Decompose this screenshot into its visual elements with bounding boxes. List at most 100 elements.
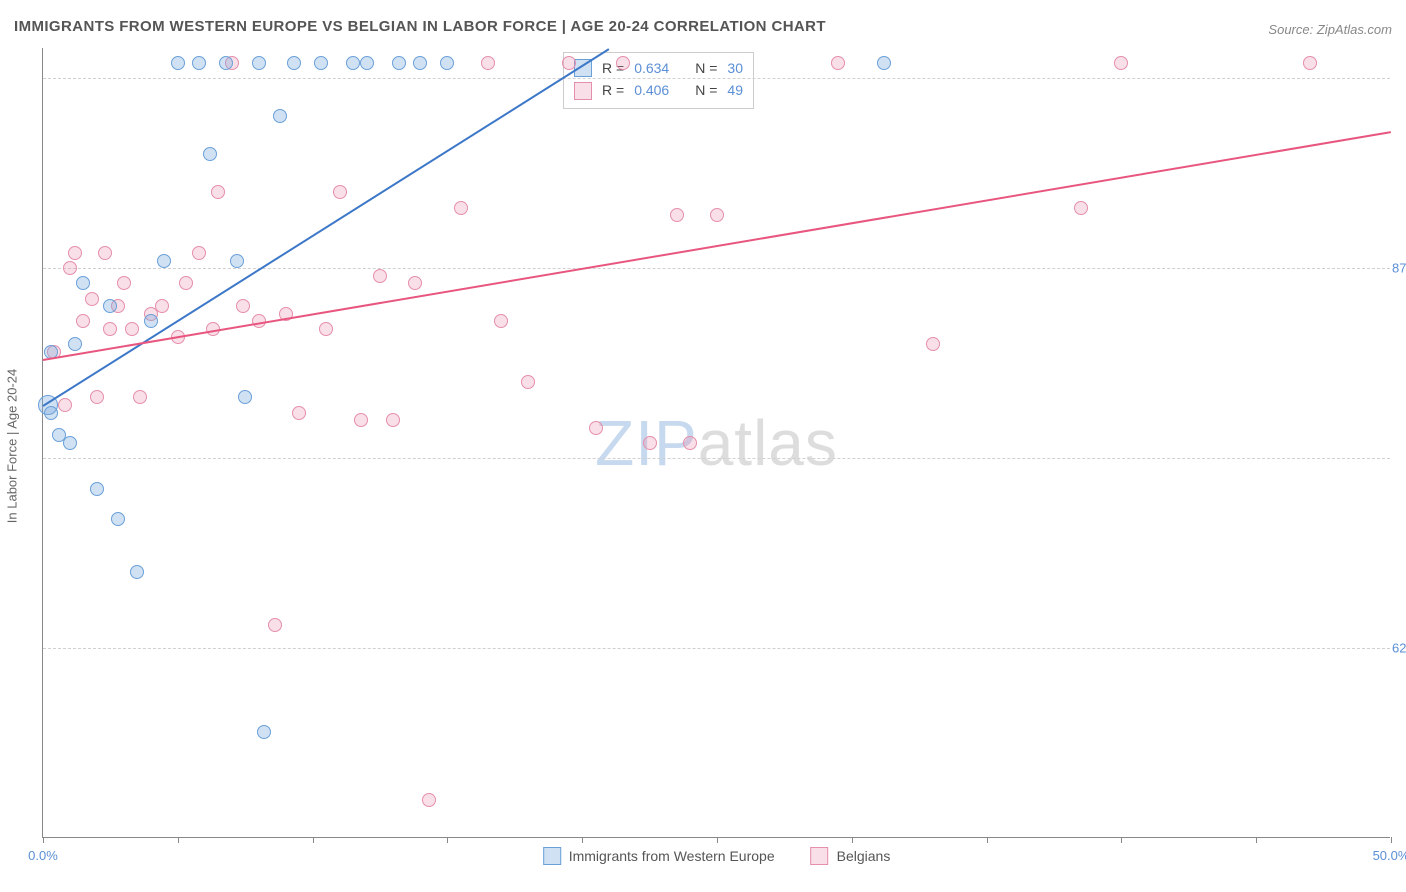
- series2-point: [373, 269, 387, 283]
- series2-point: [268, 618, 282, 632]
- x-tick: [1121, 837, 1122, 843]
- stats-row-series1: R = 0.634 N = 30: [574, 57, 743, 79]
- series2-point: [710, 208, 724, 222]
- watermark-atlas: atlas: [698, 407, 838, 479]
- series1-point: [440, 56, 454, 70]
- series1-point: [287, 56, 301, 70]
- legend: Immigrants from Western Europe Belgians: [543, 847, 891, 865]
- legend-item-series1: Immigrants from Western Europe: [543, 847, 775, 865]
- series2-point: [319, 322, 333, 336]
- series1-n-value: 30: [727, 57, 743, 79]
- x-tick: [447, 837, 448, 843]
- series1-point: [203, 147, 217, 161]
- series2-point: [521, 375, 535, 389]
- series1-point: [314, 56, 328, 70]
- series2-point: [616, 56, 630, 70]
- x-tick: [1391, 837, 1392, 843]
- series1-point: [103, 299, 117, 313]
- x-tick: [717, 837, 718, 843]
- series2-point: [133, 390, 147, 404]
- series2-point: [125, 322, 139, 336]
- series2-point: [1074, 201, 1088, 215]
- series1-point: [130, 565, 144, 579]
- series1-point: [157, 254, 171, 268]
- series1-point: [252, 56, 266, 70]
- series2-point: [1303, 56, 1317, 70]
- series2-point: [683, 436, 697, 450]
- series1-point: [360, 56, 374, 70]
- series2-point: [63, 261, 77, 275]
- series2-point: [454, 201, 468, 215]
- series2-n-value: 49: [727, 79, 743, 101]
- gridline: [43, 78, 1390, 79]
- series2-point: [562, 56, 576, 70]
- plot-area: ZIPatlas R = 0.634 N = 30 R = 0.406 N = …: [42, 48, 1390, 838]
- series1-point: [238, 390, 252, 404]
- y-tick-label: 87.5%: [1392, 261, 1406, 276]
- series2-point: [422, 793, 436, 807]
- series1-point: [877, 56, 891, 70]
- source-name: ZipAtlas.com: [1317, 22, 1392, 37]
- series1-r-value: 0.634: [634, 57, 669, 79]
- series1-point: [230, 254, 244, 268]
- series1-point: [68, 337, 82, 351]
- series1-point: [273, 109, 287, 123]
- x-tick: [987, 837, 988, 843]
- gridline: [43, 648, 1390, 649]
- series2-point: [117, 276, 131, 290]
- series1-point: [44, 406, 58, 420]
- legend-item-series2: Belgians: [811, 847, 891, 865]
- series1-trendline: [42, 48, 609, 407]
- series2-point: [192, 246, 206, 260]
- series2-point: [354, 413, 368, 427]
- series1-point: [392, 56, 406, 70]
- series1-legend-swatch-icon: [543, 847, 561, 865]
- series2-point: [76, 314, 90, 328]
- series2-point: [179, 276, 193, 290]
- stats-n-label: N =: [695, 57, 717, 79]
- x-tick-label: 50.0%: [1373, 848, 1406, 863]
- series2-point: [386, 413, 400, 427]
- series1-point: [219, 56, 233, 70]
- series2-point: [494, 314, 508, 328]
- series2-point: [68, 246, 82, 260]
- series2-point: [292, 406, 306, 420]
- series2-point: [85, 292, 99, 306]
- series2-legend-label: Belgians: [837, 848, 891, 864]
- stats-n-label: N =: [695, 79, 717, 101]
- chart-container: IMMIGRANTS FROM WESTERN EUROPE VS BELGIA…: [0, 0, 1406, 892]
- x-tick: [313, 837, 314, 843]
- series1-point: [111, 512, 125, 526]
- series1-point: [413, 56, 427, 70]
- series2-point: [481, 56, 495, 70]
- series1-point: [257, 725, 271, 739]
- series2-point: [1114, 56, 1128, 70]
- series2-point: [103, 322, 117, 336]
- series2-point: [408, 276, 422, 290]
- gridline: [43, 268, 1390, 269]
- series1-point: [346, 56, 360, 70]
- series1-point: [144, 314, 158, 328]
- series1-point: [90, 482, 104, 496]
- series2-r-value: 0.406: [634, 79, 669, 101]
- x-tick: [43, 837, 44, 843]
- series1-point: [192, 56, 206, 70]
- series1-point: [63, 436, 77, 450]
- series2-trendline: [43, 132, 1391, 362]
- x-tick: [1256, 837, 1257, 843]
- series2-legend-swatch-icon: [811, 847, 829, 865]
- series2-point: [211, 185, 225, 199]
- x-tick: [852, 837, 853, 843]
- stats-r-label: R =: [602, 79, 624, 101]
- series2-point: [926, 337, 940, 351]
- series2-point: [589, 421, 603, 435]
- series2-point: [236, 299, 250, 313]
- source-attribution: Source: ZipAtlas.com: [1268, 22, 1392, 37]
- x-tick: [582, 837, 583, 843]
- stats-row-series2: R = 0.406 N = 49: [574, 79, 743, 101]
- series2-point: [98, 246, 112, 260]
- x-tick-label: 0.0%: [28, 848, 58, 863]
- series2-point: [58, 398, 72, 412]
- series1-point: [171, 56, 185, 70]
- series1-legend-label: Immigrants from Western Europe: [569, 848, 775, 864]
